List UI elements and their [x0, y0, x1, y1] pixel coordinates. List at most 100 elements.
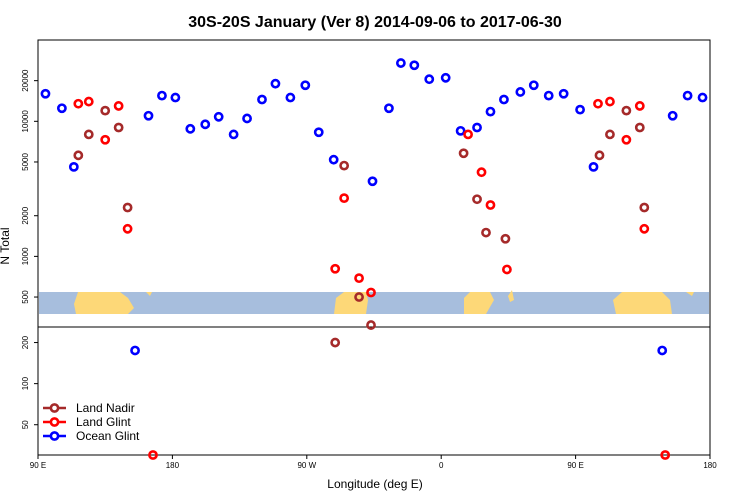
point-land-nadir: [366, 320, 376, 330]
x-tick-label: 90 W: [297, 461, 316, 470]
point-ocean-glint: [543, 90, 554, 101]
x-tick-label: 180: [703, 461, 717, 470]
point-ocean-glint: [384, 103, 394, 114]
point-ocean-glint: [143, 110, 154, 121]
point-land-glint: [485, 200, 496, 210]
point-ocean-glint: [257, 94, 267, 105]
point-ocean-glint: [528, 80, 539, 91]
legend-swatch-marker: [49, 417, 60, 427]
x-tick-label: 180: [166, 461, 180, 470]
point-ocean-glint: [68, 161, 79, 172]
point-land-nadir: [500, 233, 511, 244]
point-land-nadir: [354, 292, 364, 302]
legend-label: Land Nadir: [76, 401, 135, 415]
x-axis: 90 E 180 90 W 0 90 E 180: [30, 455, 717, 470]
bottom-y-axis: 50 100 200: [21, 335, 38, 429]
point-ocean-glint: [575, 104, 585, 115]
point-ocean-glint: [409, 60, 420, 71]
y-tick-label: 2000: [21, 206, 30, 224]
point-ocean-glint: [558, 88, 569, 99]
point-land-glint: [639, 223, 650, 234]
point-ocean-glint: [130, 345, 140, 356]
point-land-nadir: [339, 160, 350, 171]
y-axis-label: N Total: [0, 227, 12, 264]
land-mass: [146, 292, 152, 296]
point-land-glint: [634, 101, 645, 111]
y-tick-label: 1000: [21, 247, 30, 265]
point-ocean-glint: [588, 161, 599, 172]
data-points: [40, 58, 708, 460]
land-mass: [686, 292, 694, 296]
point-land-nadir: [472, 194, 482, 205]
legend-label: Ocean Glint: [76, 429, 140, 443]
point-ocean-glint: [485, 106, 496, 117]
point-ocean-glint: [395, 58, 406, 68]
point-ocean-glint: [313, 127, 324, 138]
point-ocean-glint: [185, 123, 196, 134]
point-land-glint: [113, 101, 124, 111]
point-land-glint: [148, 450, 158, 460]
land-ocean-map: [39, 290, 709, 314]
point-land-glint: [476, 167, 487, 178]
point-land-nadir: [122, 202, 133, 213]
point-land-nadir: [481, 227, 491, 238]
point-land-nadir: [113, 122, 124, 133]
top-y-axis: 500 1000 2000 5000 10000 20000: [21, 69, 38, 304]
point-land-glint: [100, 134, 111, 145]
point-ocean-glint: [667, 110, 678, 121]
point-land-nadir: [330, 337, 341, 348]
point-land-glint: [366, 287, 376, 298]
point-land-glint: [83, 96, 94, 107]
point-land-nadir: [100, 105, 111, 116]
point-ocean-glint: [440, 72, 451, 83]
land-mass: [74, 292, 134, 314]
point-land-nadir: [594, 150, 605, 161]
ocean-band: [39, 292, 709, 314]
point-land-nadir: [639, 202, 650, 213]
y-tick-label: 10000: [21, 110, 30, 133]
point-land-glint: [593, 98, 603, 109]
y-tick-label: 200: [21, 335, 30, 349]
point-ocean-glint: [424, 74, 435, 85]
point-land-glint: [605, 96, 615, 107]
legend-swatch-marker: [49, 403, 60, 413]
y-tick-label: 20000: [21, 69, 30, 92]
point-ocean-glint: [682, 90, 693, 101]
point-land-glint: [502, 264, 512, 275]
point-ocean-glint: [228, 129, 239, 140]
point-land-glint: [330, 263, 341, 274]
point-land-glint: [122, 223, 133, 234]
land-mass: [613, 292, 672, 314]
point-land-nadir: [634, 122, 645, 133]
point-ocean-glint: [157, 90, 167, 101]
point-land-glint: [660, 450, 671, 460]
point-ocean-glint: [455, 125, 466, 136]
point-land-glint: [621, 134, 632, 145]
chart-title: 30S-20S January (Ver 8) 2014-09-06 to 20…: [188, 14, 562, 31]
point-ocean-glint: [499, 94, 509, 105]
point-land-glint: [463, 129, 473, 140]
y-tick-label: 50: [21, 420, 30, 429]
point-ocean-glint: [328, 154, 339, 165]
point-ocean-glint: [367, 176, 378, 187]
point-land-nadir: [605, 129, 615, 140]
point-land-nadir: [73, 150, 84, 161]
point-ocean-glint: [200, 119, 211, 130]
x-tick-label: 90 E: [567, 461, 583, 470]
land-mass: [508, 290, 514, 302]
x-tick-label: 90 E: [30, 461, 46, 470]
point-ocean-glint: [285, 92, 296, 103]
point-ocean-glint: [270, 78, 281, 89]
x-tick-label: 0: [439, 461, 444, 470]
y-tick-label: 500: [21, 290, 30, 304]
point-ocean-glint: [213, 111, 224, 122]
point-land-nadir: [621, 105, 632, 116]
point-land-nadir: [458, 148, 469, 159]
point-ocean-glint: [657, 345, 668, 356]
point-land-glint: [73, 98, 84, 109]
y-tick-label: 5000: [21, 153, 30, 171]
point-ocean-glint: [472, 122, 482, 133]
land-mass: [464, 292, 494, 314]
